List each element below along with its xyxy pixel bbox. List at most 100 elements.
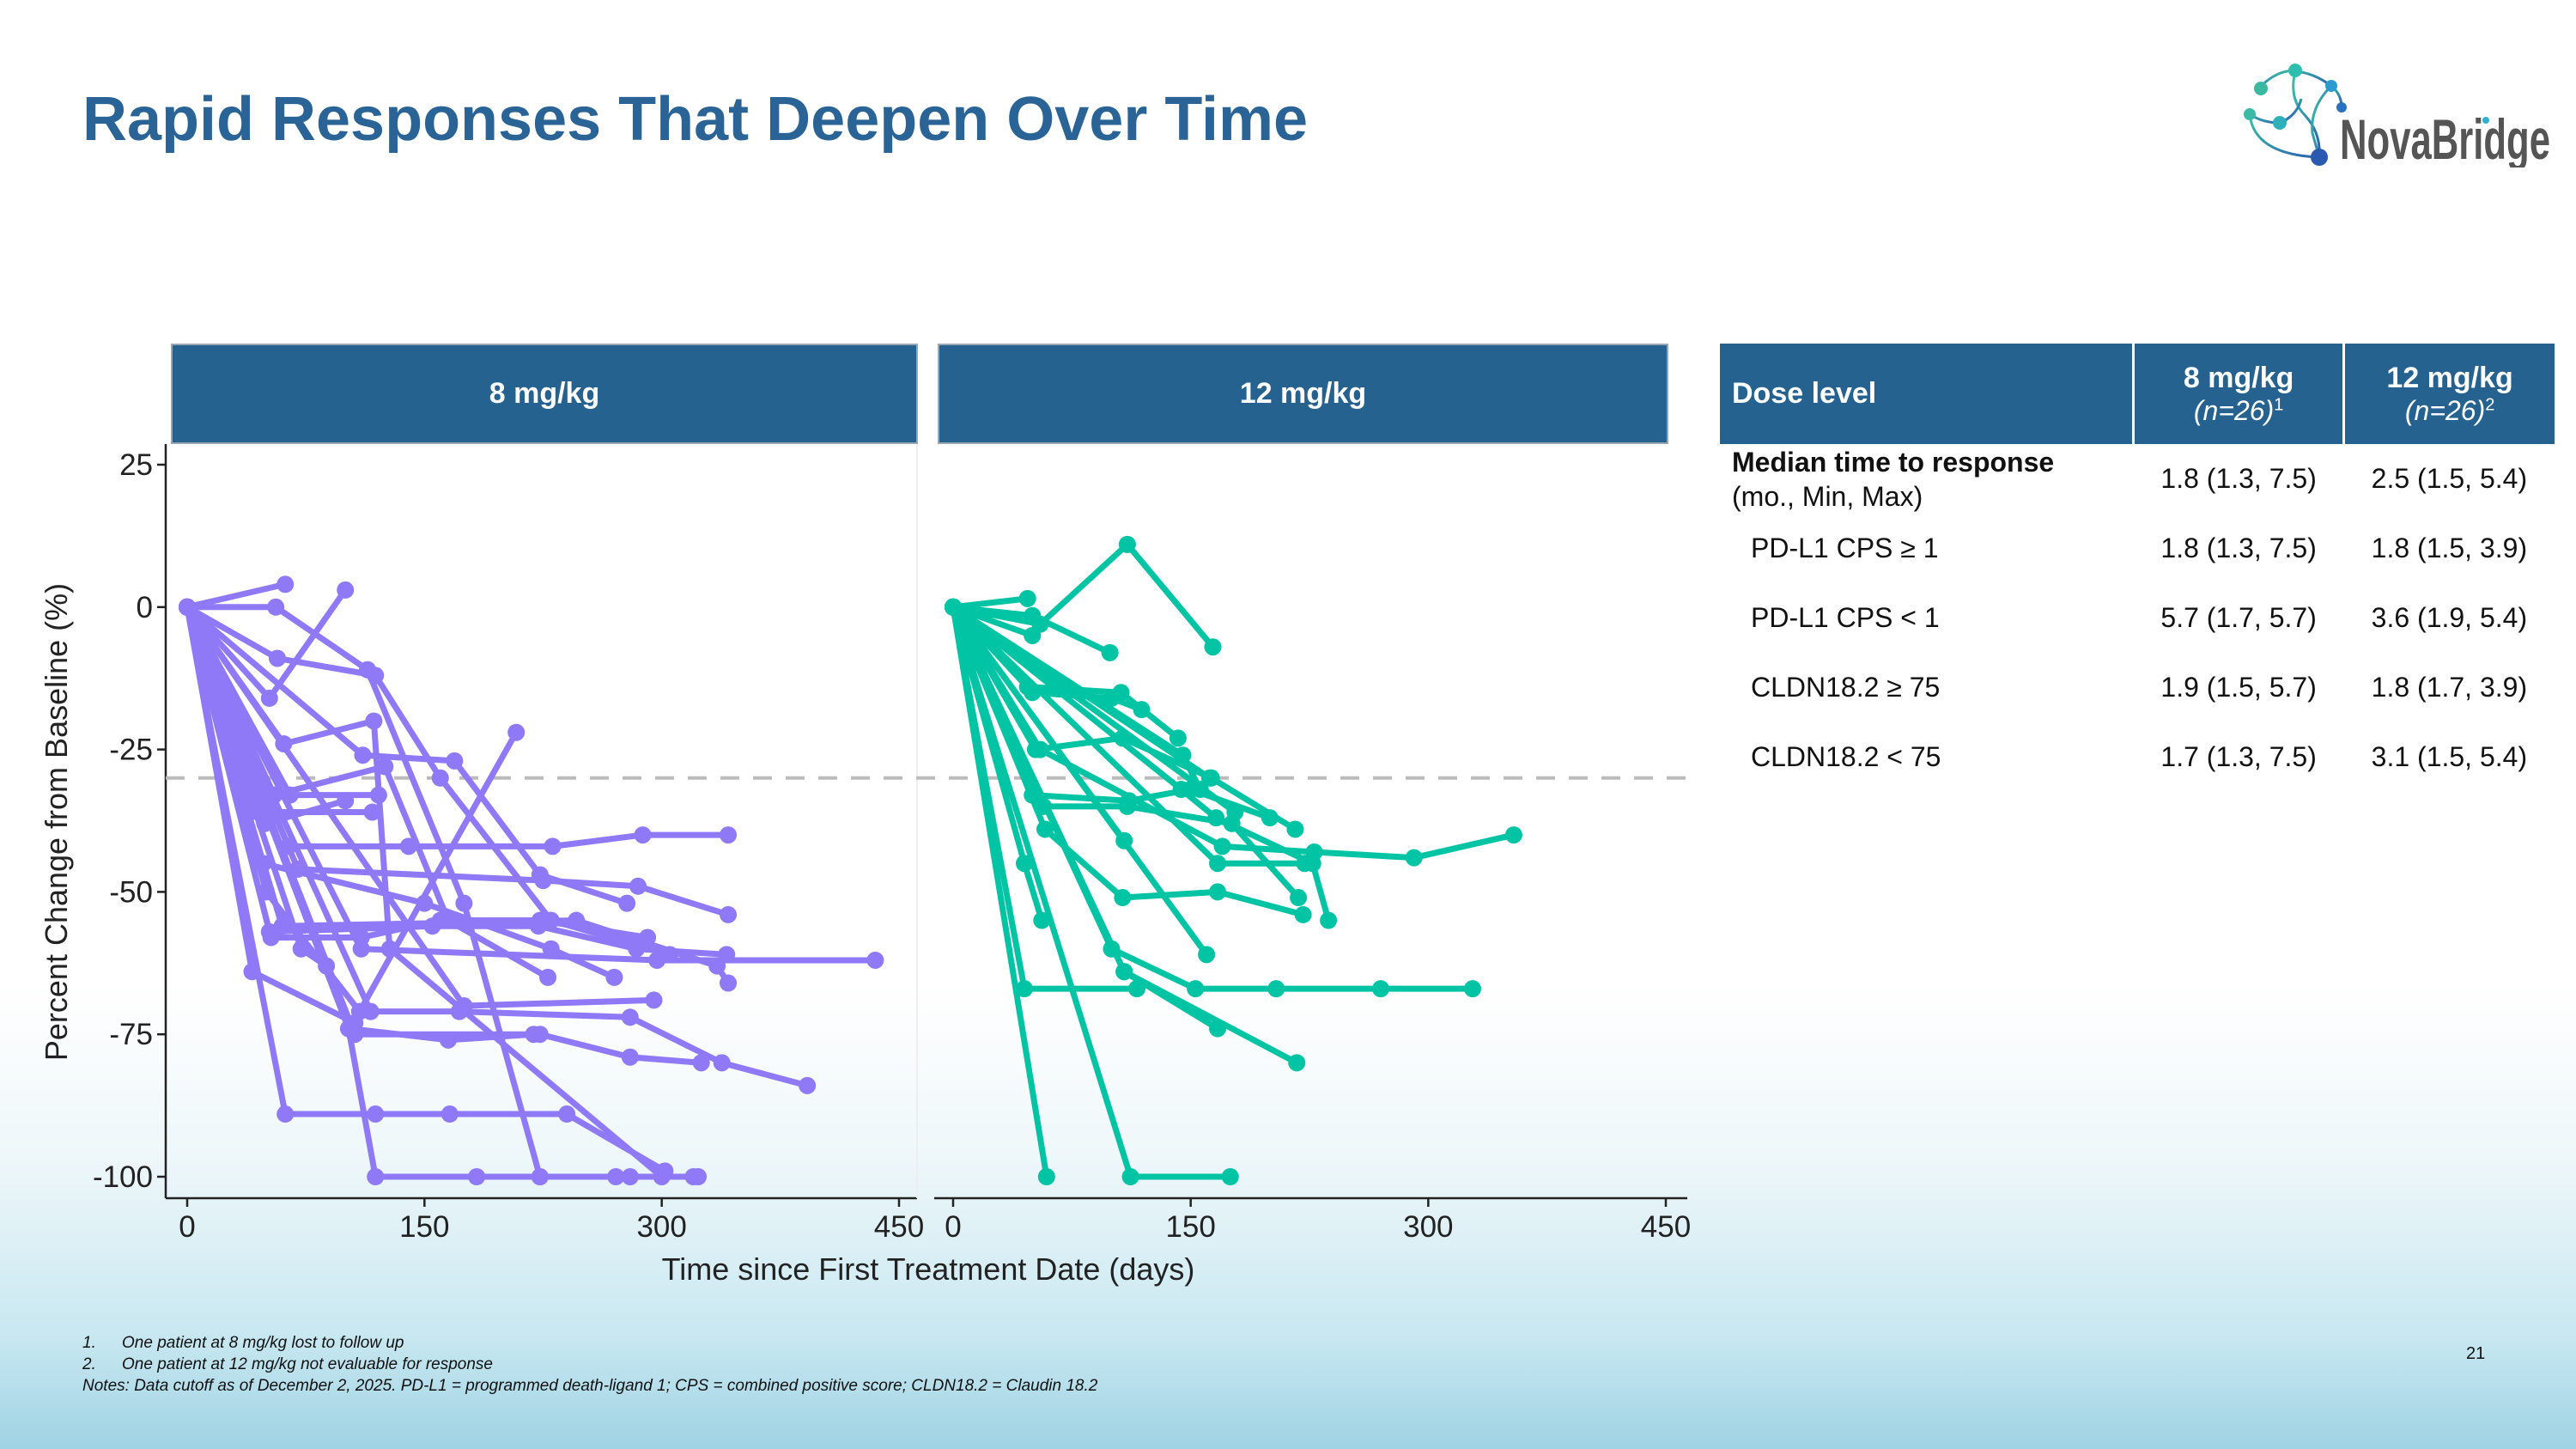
table-row: CLDN18.2 < 75 1.7 (1.3, 7.5) 3.1 (1.5, 5.4… <box>1720 722 2555 792</box>
header-12mg-n: (n=26) <box>2404 394 2486 426</box>
data-point <box>1118 797 1136 815</box>
y-axis-label: Percent Change from Baseline (%) <box>39 583 74 1061</box>
data-point <box>621 1168 639 1185</box>
x-tick-label: 150 <box>1165 1210 1215 1244</box>
data-point <box>542 940 560 958</box>
page-title: Rapid Responses That Deepen Over Time <box>82 85 1309 154</box>
row-label: PD-L1 CPS ≥ 1 <box>1751 533 1939 563</box>
data-point <box>713 1054 731 1072</box>
patient-line <box>950 606 1304 918</box>
data-point <box>269 649 287 667</box>
data-point <box>337 581 355 599</box>
data-point <box>1286 820 1304 838</box>
data-point <box>276 1105 295 1123</box>
header-8mg: 8 mg/kg (n=26)1 <box>2133 344 2346 444</box>
data-point <box>1115 963 1133 981</box>
data-point <box>365 712 383 730</box>
data-point <box>1221 1168 1239 1185</box>
data-point <box>446 752 464 770</box>
patient-line <box>186 581 287 611</box>
data-point <box>1037 1168 1055 1185</box>
data-point <box>1121 1168 1139 1185</box>
footnote-text: One patient at 8 mg/kg lost to follow up <box>122 1334 404 1352</box>
patient-series <box>179 598 355 832</box>
x-tick-label: 150 <box>399 1210 449 1244</box>
data-point <box>254 855 272 873</box>
cell-8mg: 5.7 (1.7, 5.7) <box>2160 602 2317 633</box>
novabridge-logo: NovaBridge <box>2244 64 2550 167</box>
data-point <box>634 826 652 844</box>
data-point <box>1267 980 1285 998</box>
table-row: Median time to response (mo., Min, Max) 1… <box>1720 444 2555 514</box>
footnote-ref-1: 1 <box>2274 394 2284 414</box>
header-dose-level: Dose level <box>1720 344 2135 444</box>
data-point <box>1198 946 1216 964</box>
data-point <box>1226 803 1244 821</box>
data-point <box>260 689 278 707</box>
page-number: 21 <box>2466 1344 2486 1363</box>
cell-12mg: 1.8 (1.7, 3.9) <box>2371 672 2528 703</box>
data-point <box>1018 589 1036 607</box>
data-point <box>367 1168 385 1185</box>
data-point <box>1036 820 1054 838</box>
patient-line <box>951 605 1515 861</box>
table-header-row: Dose level 8 mg/kg (n=26)1 12 mg/kg (n=26)… <box>1720 344 2555 444</box>
header-8mg-dose: 8 mg/kg <box>2183 361 2294 394</box>
data-point <box>346 1014 364 1032</box>
patient-series <box>179 598 708 1185</box>
data-point <box>718 946 736 964</box>
data-point <box>1294 905 1312 923</box>
cell-12mg: 3.1 (1.5, 5.4) <box>2371 741 2528 772</box>
cell-12mg: 1.8 (1.5, 3.9) <box>2371 533 2528 563</box>
x-tick-label: 450 <box>1641 1210 1691 1244</box>
data-point <box>799 1076 817 1094</box>
data-point <box>318 957 336 975</box>
footnote-1: 1. One patient at 8 mg/kg lost to follow … <box>82 1334 404 1353</box>
patient-line <box>952 541 1216 649</box>
data-point <box>1016 980 1033 998</box>
patient-line <box>950 606 1050 1178</box>
table-row: CLDN18.2 ≥ 75 1.9 (1.5, 5.7) 1.8 (1.7, 3.9… <box>1720 653 2555 722</box>
patient-series <box>945 598 1522 867</box>
data-point <box>621 1008 639 1026</box>
data-point <box>1288 1054 1306 1072</box>
median-time-to-response-table: Dose level 8 mg/kg (n=26)1 12 mg/kg (n=26)… <box>1720 344 2555 792</box>
y-tick-label: -100 <box>93 1160 153 1194</box>
footnote-number: 1. <box>82 1334 96 1352</box>
data-point <box>450 1002 468 1020</box>
row-label-sub: (mo., Min, Max) <box>1732 480 1923 512</box>
panel-title-12mg: 12 mg/kg <box>938 344 1668 444</box>
footnote-ref-2: 2 <box>2485 394 2495 414</box>
data-point <box>179 598 196 616</box>
data-point <box>628 940 646 958</box>
data-point <box>376 758 394 776</box>
data-point <box>1024 606 1042 624</box>
x-tick-label: 0 <box>945 1210 961 1244</box>
data-point <box>629 877 647 895</box>
data-point <box>539 968 557 986</box>
patient-line <box>184 606 809 1089</box>
data-point <box>423 917 441 935</box>
data-point <box>440 1105 459 1123</box>
data-point <box>337 792 355 810</box>
data-point <box>416 894 434 912</box>
data-point <box>720 905 738 923</box>
y-tick-label: -75 <box>109 1018 153 1051</box>
data-point <box>1174 746 1192 764</box>
data-point <box>431 769 449 787</box>
data-point <box>468 1168 486 1185</box>
header-12mg-dose: 12 mg/kg <box>2386 361 2513 394</box>
cell-8mg: 1.8 (1.3, 7.5) <box>2160 463 2317 494</box>
data-point <box>276 575 295 594</box>
y-tick-label: -50 <box>109 875 153 909</box>
data-point <box>1133 701 1151 719</box>
data-point <box>361 1002 380 1020</box>
data-point <box>439 1031 457 1049</box>
data-point <box>369 786 387 804</box>
patient-line <box>951 604 1034 639</box>
x-tick-label: 450 <box>874 1210 924 1244</box>
data-point <box>692 1054 710 1072</box>
data-point <box>607 1168 625 1185</box>
data-point <box>1405 849 1423 867</box>
